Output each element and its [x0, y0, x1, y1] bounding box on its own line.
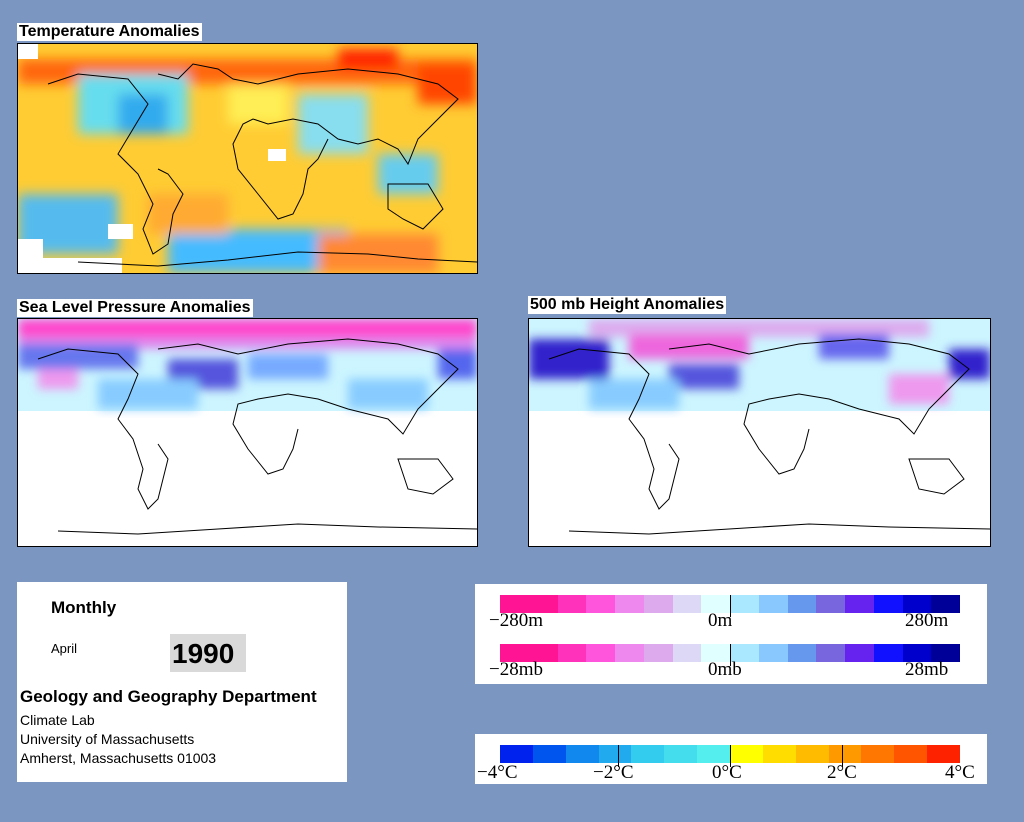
scale-swatch	[672, 644, 702, 662]
temp-label-0: 0°C	[712, 762, 742, 783]
temp-tick-m2	[618, 745, 619, 767]
pressure-max-label: 28mb	[905, 659, 949, 680]
temperature-legend: −4°C −2°C 0°C 2°C 4°C	[475, 734, 987, 784]
scale-swatch	[557, 595, 587, 613]
scale-swatch	[762, 745, 796, 763]
scale-swatch	[927, 745, 961, 763]
scale-swatch	[701, 644, 730, 662]
temp-tick-0	[730, 745, 731, 767]
scale-swatch	[931, 644, 960, 662]
slp-map-title: Sea Level Pressure Anomalies	[17, 299, 253, 317]
temp-tick-p2	[842, 745, 843, 767]
scale-swatch	[565, 745, 599, 763]
scale-swatch	[586, 644, 615, 662]
pressure-color-scale	[500, 644, 960, 662]
scale-swatch	[730, 644, 759, 662]
scale-swatch	[730, 595, 759, 613]
scale-swatch	[828, 745, 862, 763]
height-max-label: 280m	[905, 610, 949, 631]
scale-swatch	[664, 745, 698, 763]
sea-level-pressure-anomaly-map	[17, 318, 478, 547]
height-pressure-legend: −280m 0m 280m −28mb 0mb 28mb	[475, 584, 987, 684]
pressure-zero-label: 0mb	[708, 659, 742, 680]
scale-swatch	[873, 644, 903, 662]
temp-label-m2: −2°C	[593, 762, 634, 783]
scale-swatch	[701, 595, 730, 613]
info-panel: Monthly April 1990 Geology and Geography…	[17, 582, 347, 782]
period-label: Monthly	[51, 598, 117, 617]
scale-swatch	[873, 595, 903, 613]
scale-swatch	[787, 595, 817, 613]
scale-swatch	[631, 745, 665, 763]
scale-swatch	[500, 644, 529, 662]
year-box: 1990	[170, 634, 246, 672]
department-label: Geology and Geography Department	[20, 687, 317, 706]
scale-swatch	[902, 644, 932, 662]
scale-swatch	[643, 644, 673, 662]
500mb-height-anomaly-map	[528, 318, 991, 547]
scale-swatch	[697, 745, 731, 763]
scale-swatch	[816, 644, 845, 662]
scale-swatch	[586, 595, 615, 613]
scale-swatch	[816, 595, 845, 613]
temperature-anomaly-map	[17, 43, 478, 274]
temp-label-m4: −4°C	[477, 762, 518, 783]
height-zero-label: 0m	[708, 610, 733, 631]
scale-swatch	[845, 644, 874, 662]
temperature-map-title: Temperature Anomalies	[17, 23, 202, 41]
height-zero-tick	[730, 595, 731, 617]
scale-swatch	[500, 745, 533, 763]
pressure-min-label: −28mb	[489, 659, 543, 680]
month-label: April	[51, 641, 78, 656]
scale-swatch	[672, 595, 702, 613]
year-label: 1990	[172, 638, 235, 669]
scale-swatch	[931, 595, 960, 613]
scale-swatch	[730, 745, 763, 763]
temp-label-p2: 2°C	[827, 762, 857, 783]
temperature-color-scale	[500, 745, 961, 763]
height-map-title: 500 mb Height Anomalies	[528, 296, 727, 314]
height-min-label: −280m	[489, 610, 543, 631]
scale-swatch	[643, 595, 673, 613]
scale-swatch	[845, 595, 874, 613]
scale-swatch	[615, 595, 644, 613]
scale-swatch	[500, 595, 529, 613]
scale-swatch	[758, 644, 788, 662]
scale-swatch	[532, 745, 566, 763]
temp-label-p4: 4°C	[945, 762, 975, 783]
lab-label: Climate Lab	[20, 712, 95, 728]
scale-swatch	[758, 595, 788, 613]
scale-swatch	[787, 644, 817, 662]
scale-swatch	[894, 745, 928, 763]
address-label: Amherst, Massachusetts 01003	[20, 750, 217, 766]
university-label: University of Massachusetts	[20, 731, 195, 747]
scale-swatch	[557, 644, 587, 662]
pressure-zero-tick	[730, 644, 731, 666]
scale-swatch	[861, 745, 895, 763]
scale-swatch	[598, 745, 632, 763]
height-color-scale	[500, 595, 960, 613]
scale-swatch	[902, 595, 932, 613]
scale-swatch	[528, 595, 558, 613]
scale-swatch	[528, 644, 558, 662]
scale-swatch	[795, 745, 829, 763]
scale-swatch	[615, 644, 644, 662]
